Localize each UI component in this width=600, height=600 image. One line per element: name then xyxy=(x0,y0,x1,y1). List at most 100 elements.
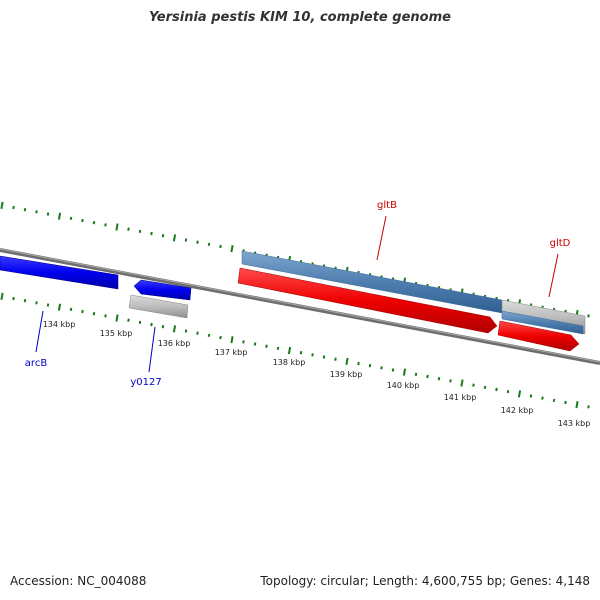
minor-tick xyxy=(92,312,96,316)
major-tick xyxy=(230,245,234,253)
minor-tick xyxy=(35,210,38,214)
gene-label-y0127: y0127 xyxy=(130,377,161,388)
inner-tick-row xyxy=(0,292,590,409)
tick-label: 140 kbp xyxy=(387,381,420,390)
gene-label-gltB: gltB xyxy=(377,200,397,211)
minor-tick xyxy=(587,314,590,318)
tick-label: 137 kbp xyxy=(215,348,248,357)
leader-gltD xyxy=(548,253,559,298)
leader-gltB xyxy=(376,215,387,261)
minor-tick xyxy=(127,318,130,322)
minor-tick xyxy=(219,244,222,249)
minor-tick xyxy=(380,366,383,370)
gene-label-arcB: arcB xyxy=(25,358,48,369)
minor-tick xyxy=(138,229,142,234)
outer-tick-row xyxy=(0,201,590,318)
minor-tick xyxy=(35,301,38,305)
tick-label: 141 kbp xyxy=(444,393,477,402)
minor-tick xyxy=(196,331,199,335)
minor-tick xyxy=(207,333,211,338)
major-tick xyxy=(402,368,407,376)
minor-tick xyxy=(276,346,280,351)
tick-label: 135 kbp xyxy=(100,329,133,338)
minor-tick xyxy=(127,227,130,231)
major-tick xyxy=(0,292,4,300)
minor-tick xyxy=(46,303,50,307)
minor-tick xyxy=(495,387,498,392)
minor-tick xyxy=(391,368,395,372)
major-tick xyxy=(517,390,522,398)
minor-tick xyxy=(541,396,544,400)
gene-label-gltD: gltD xyxy=(550,238,571,249)
minor-tick xyxy=(449,379,452,383)
tick-label: 138 kbp xyxy=(273,358,306,367)
major-tick xyxy=(57,212,62,220)
genome-backbone-highlight xyxy=(0,248,600,363)
tick-label: 142 kbp xyxy=(501,406,534,415)
minor-tick xyxy=(23,208,27,212)
gene-gltD[interactable] xyxy=(497,320,580,352)
major-tick xyxy=(172,234,177,242)
minor-tick xyxy=(150,322,153,327)
major-tick xyxy=(115,223,119,231)
minor-tick xyxy=(587,405,590,409)
major-tick xyxy=(460,379,464,387)
major-tick xyxy=(172,325,177,333)
minor-tick xyxy=(81,309,84,314)
minor-tick xyxy=(426,374,429,379)
gene-arcB[interactable] xyxy=(0,255,119,290)
minor-tick xyxy=(150,231,153,236)
major-tick xyxy=(0,201,4,209)
tick-label: 136 kbp xyxy=(158,339,191,348)
accession-text: Accession: NC_004088 xyxy=(10,574,147,588)
major-tick xyxy=(575,401,579,409)
genome-backbone xyxy=(0,248,600,365)
minor-tick xyxy=(437,377,441,381)
feature-gltD-forward[interactable] xyxy=(501,310,584,335)
minor-tick xyxy=(242,340,245,344)
gene-gltB[interactable] xyxy=(237,267,498,334)
minor-tick xyxy=(104,314,107,318)
minor-tick xyxy=(368,364,372,368)
minor-tick xyxy=(207,242,211,247)
minor-tick xyxy=(69,307,73,312)
minor-tick xyxy=(253,342,257,346)
minor-tick xyxy=(529,394,533,398)
minor-tick xyxy=(184,238,188,242)
map-title: Yersinia pestis KIM 10, complete genome xyxy=(149,10,451,25)
minor-tick xyxy=(23,299,27,303)
minor-tick xyxy=(161,234,165,238)
minor-tick xyxy=(46,212,50,216)
minor-tick xyxy=(311,353,314,357)
major-tick xyxy=(57,303,62,311)
minor-tick xyxy=(334,357,337,361)
major-tick xyxy=(230,336,234,344)
minor-tick xyxy=(184,329,188,333)
tick-label: 143 kbp xyxy=(558,419,591,428)
minor-tick xyxy=(12,205,15,210)
gene-y0127[interactable] xyxy=(133,279,192,301)
major-tick xyxy=(287,346,292,355)
minor-tick xyxy=(265,344,268,348)
tick-label: 134 kbp xyxy=(43,320,76,329)
major-tick xyxy=(115,314,119,322)
minor-tick xyxy=(92,221,96,225)
minor-tick xyxy=(196,240,199,244)
minor-tick xyxy=(552,398,556,403)
minor-tick xyxy=(564,400,567,405)
minor-tick xyxy=(299,351,303,355)
minor-tick xyxy=(472,383,475,387)
tick-label: 139 kbp xyxy=(330,370,363,379)
topology-summary: Topology: circular; Length: 4,600,755 bp… xyxy=(260,574,590,588)
leader-arcB xyxy=(35,310,44,353)
minor-tick xyxy=(81,218,84,223)
major-tick xyxy=(345,357,349,365)
minor-tick xyxy=(104,223,107,227)
minor-tick xyxy=(322,355,326,359)
feature-gray-reverse[interactable] xyxy=(128,294,189,319)
minor-tick xyxy=(414,372,418,377)
leader-y0127 xyxy=(148,326,156,373)
minor-tick xyxy=(12,296,15,301)
